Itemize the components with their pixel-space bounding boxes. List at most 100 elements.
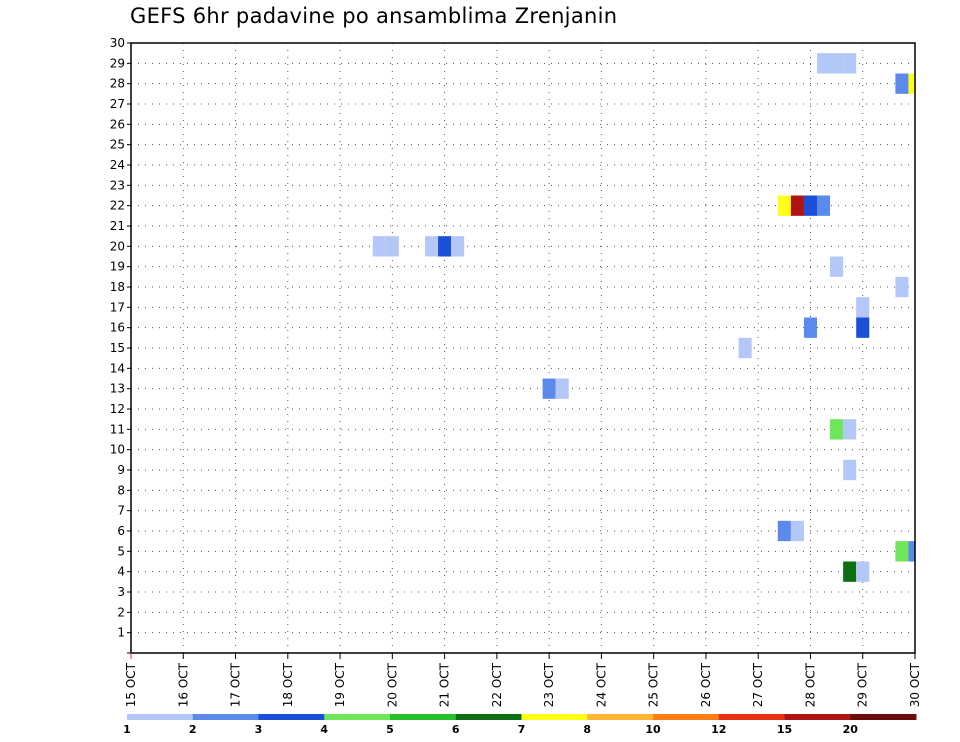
- colorbar-label: 2: [189, 723, 197, 736]
- precip-cell: [895, 276, 909, 298]
- y-tick-label: 3: [117, 585, 125, 599]
- colorbar-swatch: [455, 714, 522, 720]
- x-tick-label: 25 OCT: [647, 662, 661, 707]
- y-tick-label: 29: [110, 56, 125, 70]
- x-tick-label: 21 OCT: [438, 662, 452, 707]
- y-tick-label: 18: [110, 280, 125, 294]
- y-tick-label: 23: [110, 178, 125, 192]
- precip-cells: [372, 53, 915, 582]
- precip-cell: [438, 236, 452, 257]
- colorbar-label: 15: [777, 723, 792, 736]
- y-tick-label: 6: [117, 524, 125, 538]
- precip-cell: [908, 541, 915, 562]
- precip-cell: [895, 541, 909, 562]
- precip-cell: [817, 195, 831, 216]
- precip-cell: [555, 378, 569, 399]
- y-tick-label: 10: [110, 443, 125, 457]
- y-tick-label: 26: [110, 117, 125, 131]
- y-tick-label: 5: [117, 544, 125, 558]
- precip-cell: [830, 256, 844, 277]
- colorbar-swatch: [718, 714, 785, 720]
- y-tick-label: 27: [110, 97, 125, 111]
- x-tick-label: 23 OCT: [542, 662, 556, 707]
- x-axis: 15 OCT 16 OCT 17 OCT 18 OCT 19 OCT 20 OCT 21 O…: [124, 653, 922, 707]
- colorbar-swatch: [653, 714, 720, 720]
- precip-cell: [843, 459, 857, 481]
- y-axis: 1234567891011121314151617181920212223242…: [110, 36, 131, 654]
- y-tick-label: 11: [110, 422, 125, 436]
- precip-cell: [777, 520, 791, 542]
- colorbar-label: 7: [518, 723, 526, 736]
- precip-cell: [385, 236, 399, 257]
- y-tick-label: 12: [110, 402, 125, 416]
- precip-cell: [790, 195, 804, 216]
- y-tick-label: 16: [110, 321, 125, 335]
- x-tick-label: 20 OCT: [385, 662, 399, 707]
- colorbar-label: 5: [386, 723, 394, 736]
- colorbar-swatch: [521, 714, 588, 720]
- precip-cell: [843, 53, 857, 74]
- precip-cell: [856, 317, 870, 338]
- precip-cell: [372, 236, 386, 257]
- precip-cell: [451, 236, 465, 257]
- colorbar-label: 12: [711, 723, 726, 736]
- x-tick-label: 24 OCT: [594, 662, 608, 707]
- y-tick-label: 4: [117, 565, 125, 579]
- colorbar-label: 8: [583, 723, 591, 736]
- x-tick-label: 28 OCT: [803, 662, 817, 707]
- y-tick-label: 7: [117, 504, 125, 518]
- colorbar-swatch: [850, 714, 917, 720]
- y-tick-label: 8: [117, 483, 125, 497]
- x-tick-label: 29 OCT: [856, 662, 870, 707]
- precip-cell: [843, 561, 857, 582]
- y-tick-label: 1: [117, 626, 125, 640]
- precip-cell: [425, 236, 439, 257]
- colorbar-swatch: [127, 714, 194, 720]
- colorbar-label: 4: [320, 723, 328, 736]
- y-tick-label: 25: [110, 138, 125, 152]
- precip-cell: [803, 317, 817, 338]
- colorbar-label: 6: [452, 723, 460, 736]
- precip-cell: [856, 297, 870, 318]
- colorbar-label: 3: [255, 723, 263, 736]
- grid: [130, 42, 916, 653]
- x-tick-label: 22 OCT: [490, 662, 504, 707]
- x-tick-label: 26 OCT: [699, 662, 713, 707]
- precip-cell: [777, 195, 791, 216]
- chart-title: GEFS 6hr padavine po ansamblima Zrenjani…: [130, 4, 618, 28]
- colorbar-swatch: [390, 714, 457, 720]
- colorbar-swatch: [192, 714, 259, 720]
- colorbar-label: 1: [123, 723, 131, 736]
- y-tick-label: 14: [110, 361, 125, 375]
- y-tick-label: 15: [110, 341, 125, 355]
- colorbar-label: 10: [645, 723, 661, 736]
- y-tick-label: 22: [110, 199, 125, 213]
- y-tick-label: 9: [117, 463, 125, 477]
- x-tick-label: 17 OCT: [229, 662, 243, 707]
- precip-cell: [542, 378, 556, 399]
- colorbar-swatch: [784, 714, 851, 720]
- y-tick-label: 17: [110, 300, 125, 314]
- colorbar-swatch: [258, 714, 325, 720]
- precip-cell: [803, 195, 817, 216]
- precip-cell: [790, 520, 804, 542]
- colorbar-label: 20: [843, 723, 859, 736]
- precip-cell: [856, 561, 870, 582]
- colorbar: 1 2 3 4 5 6 7 8 10 12 15 20: [123, 714, 917, 736]
- precip-cell: [817, 53, 831, 74]
- x-tick-label: 30 OCT: [908, 662, 922, 707]
- x-tick-label: 15 OCT: [124, 662, 138, 707]
- x-tick-label: 16 OCT: [176, 662, 190, 707]
- precip-cell: [908, 73, 915, 94]
- y-tick-label: 24: [110, 158, 125, 172]
- y-tick-label: 28: [110, 77, 125, 91]
- y-tick-label: 19: [110, 260, 125, 274]
- y-tick-label: 21: [110, 219, 125, 233]
- precip-cell: [738, 337, 752, 359]
- x-tick-label: 18 OCT: [281, 662, 295, 707]
- y-tick-label: 2: [117, 605, 125, 619]
- y-tick-label: 20: [110, 239, 125, 253]
- y-tick-label: 13: [110, 382, 125, 396]
- precip-cell: [843, 419, 857, 440]
- precip-cell: [895, 73, 909, 94]
